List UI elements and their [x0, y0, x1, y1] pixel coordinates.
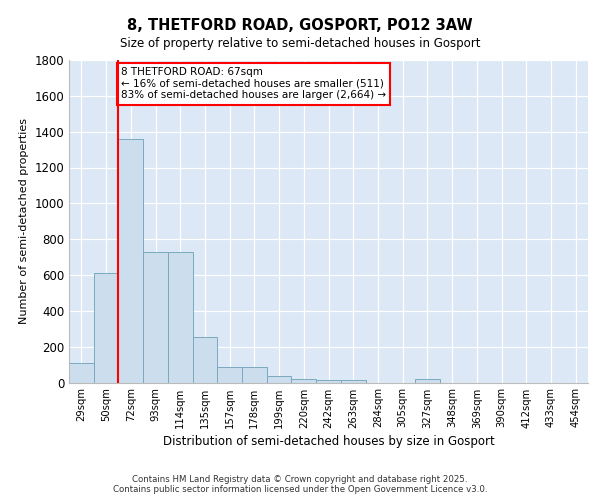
Bar	[341, 380, 365, 382]
Bar	[292, 379, 316, 382]
Bar	[415, 379, 440, 382]
Text: 8, THETFORD ROAD, GOSPORT, PO12 3AW: 8, THETFORD ROAD, GOSPORT, PO12 3AW	[127, 18, 473, 32]
Bar	[193, 337, 217, 382]
Bar	[143, 252, 168, 382]
Bar	[217, 368, 242, 382]
Bar	[94, 273, 118, 382]
Bar	[69, 363, 94, 382]
Bar	[316, 380, 341, 382]
Bar	[267, 376, 292, 382]
Bar	[168, 252, 193, 382]
Text: Contains HM Land Registry data © Crown copyright and database right 2025.
Contai: Contains HM Land Registry data © Crown c…	[113, 474, 487, 494]
X-axis label: Distribution of semi-detached houses by size in Gosport: Distribution of semi-detached houses by …	[163, 434, 494, 448]
Bar	[242, 368, 267, 382]
Bar	[118, 139, 143, 382]
Y-axis label: Number of semi-detached properties: Number of semi-detached properties	[19, 118, 29, 324]
Text: Size of property relative to semi-detached houses in Gosport: Size of property relative to semi-detach…	[120, 38, 480, 51]
Text: 8 THETFORD ROAD: 67sqm
← 16% of semi-detached houses are smaller (511)
83% of se: 8 THETFORD ROAD: 67sqm ← 16% of semi-det…	[121, 67, 386, 100]
